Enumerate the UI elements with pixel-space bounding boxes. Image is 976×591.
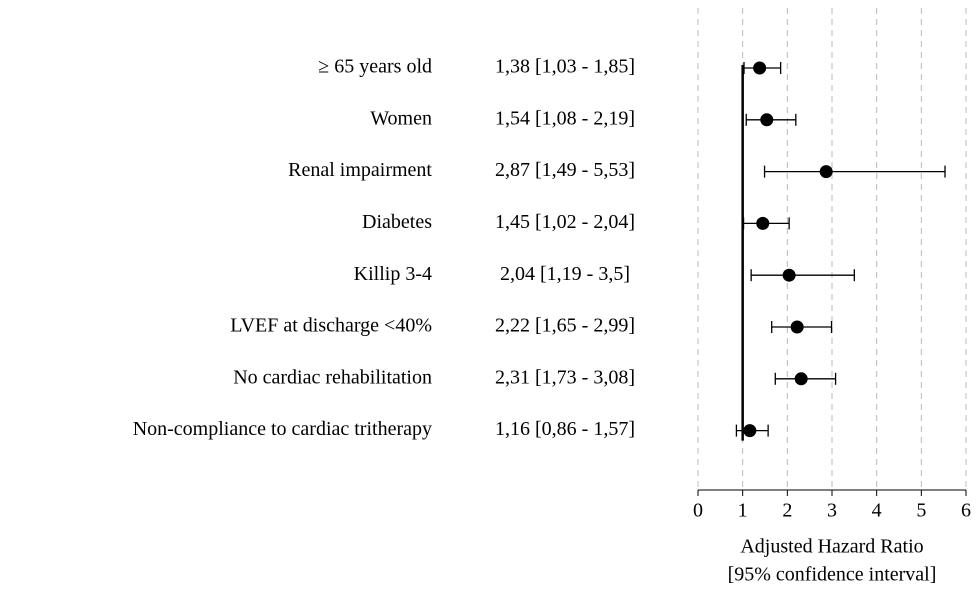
value-label: 2,04 [1,19 - 3,5] [500,263,630,285]
x-tick-label: 1 [738,500,748,522]
point-estimate [794,372,808,386]
point-estimate [743,424,757,438]
point-estimate [819,165,833,179]
category-label: Women [370,107,432,129]
value-label: 1,45 [1,02 - 2,04] [495,211,635,233]
value-label: 2,31 [1,73 - 3,08] [495,366,635,388]
category-label: Non-compliance to cardiac tritherapy [133,418,432,440]
x-tick-label: 0 [693,500,703,522]
value-label: 2,87 [1,49 - 5,53] [495,159,635,181]
category-label: ≥ 65 years old [318,56,432,78]
value-label: 1,54 [1,08 - 2,19] [495,107,635,129]
point-estimate [756,216,770,230]
x-axis-label: Adjusted Hazard Ratio [740,536,923,558]
x-axis-label: [95% confidence interval] [728,564,937,586]
point-estimate [753,61,767,75]
category-label: Renal impairment [288,159,432,181]
value-label: 1,16 [0,86 - 1,57] [495,418,635,440]
x-tick-label: 3 [827,500,837,522]
x-tick-label: 5 [916,500,926,522]
value-label: 2,22 [1,65 - 2,99] [495,315,635,337]
x-tick-label: 6 [961,500,971,522]
category-label: No cardiac rehabilitation [233,366,432,388]
category-label: Diabetes [362,211,432,233]
x-tick-label: 4 [872,500,882,522]
value-label: 1,38 [1,03 - 1,85] [495,56,635,78]
category-label: Killip 3-4 [354,263,432,285]
category-label: LVEF at discharge <40% [230,315,432,337]
x-tick-label: 2 [782,500,792,522]
point-estimate [790,320,804,334]
point-estimate [760,113,774,127]
point-estimate [782,268,796,282]
